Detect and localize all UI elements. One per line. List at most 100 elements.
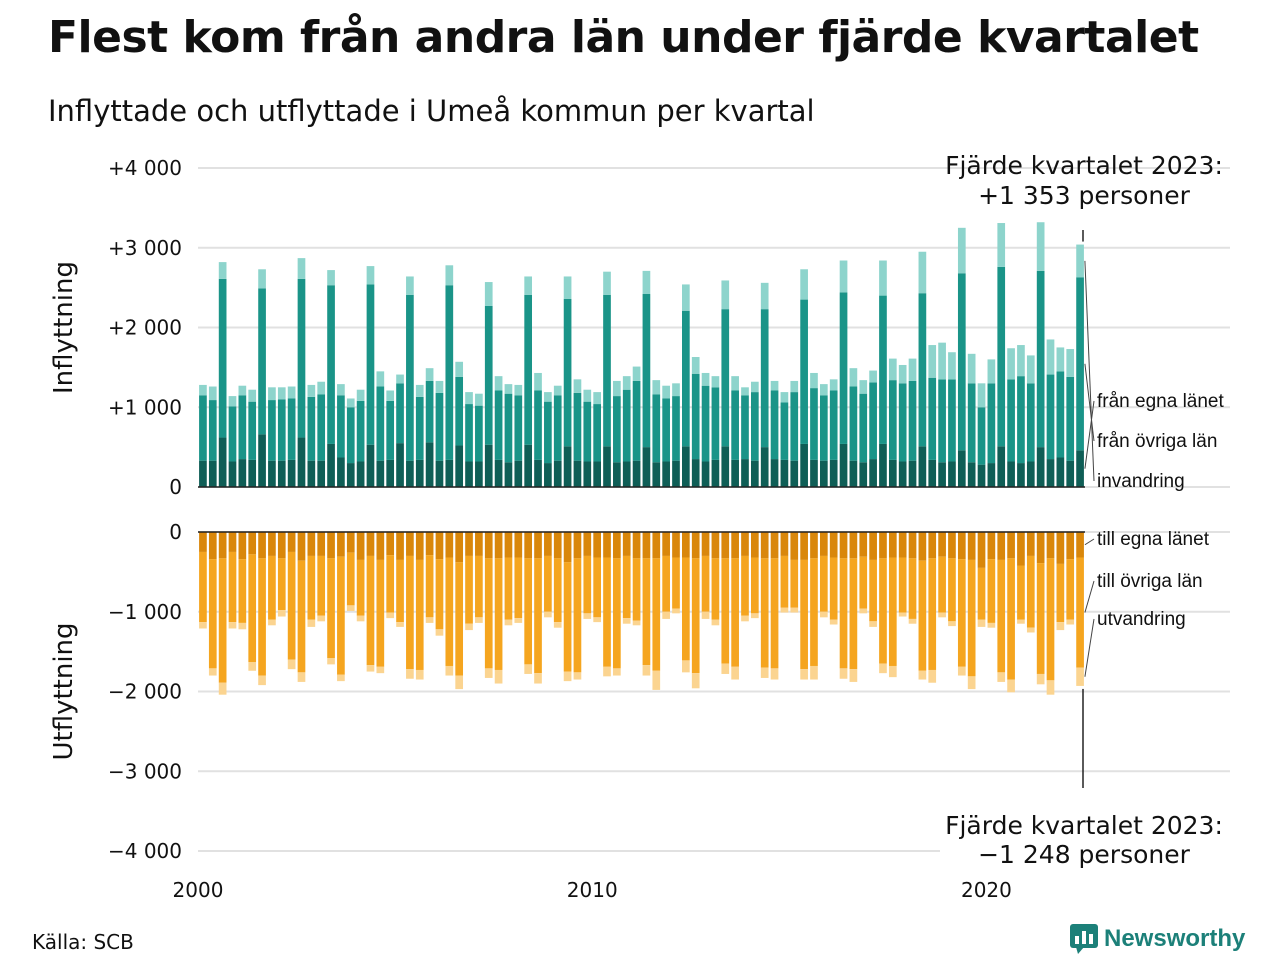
bar-segment bbox=[317, 615, 326, 622]
bar-segment bbox=[484, 532, 493, 559]
bar-segment bbox=[553, 532, 562, 559]
chart-title: Flest kom från andra län under fjärde kv… bbox=[48, 12, 1199, 63]
bar-segment bbox=[277, 610, 286, 617]
bar-segment bbox=[997, 223, 1006, 267]
legend: från egna länet från övriga län invandring… bbox=[1084, 260, 1224, 677]
bar-segment bbox=[839, 668, 848, 679]
bar-segment bbox=[810, 532, 818, 559]
bar-segment bbox=[780, 459, 789, 487]
bar-segment bbox=[1056, 371, 1065, 458]
bar-segment bbox=[662, 398, 670, 462]
bar-segment bbox=[760, 667, 769, 678]
bar-segment bbox=[583, 555, 592, 614]
y-tick-label: −3 000 bbox=[108, 759, 182, 783]
bar-segment bbox=[366, 266, 375, 285]
bar-segment bbox=[287, 386, 296, 399]
bar-segment bbox=[839, 558, 848, 669]
bar-segment bbox=[1076, 532, 1084, 558]
bar-segment bbox=[938, 556, 946, 613]
bar-segment bbox=[1036, 673, 1045, 685]
bar-segment bbox=[307, 396, 316, 461]
bar-segment bbox=[1036, 447, 1045, 487]
legend-leader-line bbox=[1084, 618, 1095, 677]
bar-segment bbox=[287, 398, 296, 460]
bar-segment bbox=[691, 558, 700, 674]
bar-segment bbox=[839, 532, 848, 559]
bar-segment bbox=[613, 396, 621, 463]
bar-segment bbox=[672, 608, 680, 614]
bar-segment bbox=[228, 461, 237, 487]
bar-segment bbox=[977, 619, 986, 627]
bar-segment bbox=[750, 613, 759, 619]
bar-segment bbox=[208, 532, 217, 560]
bar-segment bbox=[524, 558, 533, 665]
bar-segment bbox=[425, 368, 434, 381]
bar-segment bbox=[337, 384, 345, 396]
bar-segment bbox=[366, 555, 375, 666]
bar-segment bbox=[435, 392, 444, 461]
bar-segment bbox=[415, 559, 424, 670]
bar-segment bbox=[613, 558, 621, 669]
bar-segment bbox=[484, 558, 493, 669]
bar-segment bbox=[514, 460, 523, 487]
bar-segment bbox=[642, 558, 651, 666]
y-tick-label: 0 bbox=[169, 520, 182, 544]
bar-segment bbox=[938, 342, 946, 380]
bar-segment bbox=[297, 560, 306, 673]
bar-segment bbox=[810, 388, 818, 460]
x-tick-label: 2010 bbox=[567, 878, 618, 902]
bar-segment bbox=[425, 380, 434, 443]
bar-segment bbox=[563, 276, 572, 299]
bar-segment bbox=[534, 558, 542, 674]
bar-segment bbox=[396, 383, 404, 444]
bar-segment bbox=[327, 532, 335, 559]
bar-segment bbox=[957, 559, 966, 667]
bar-segment bbox=[977, 407, 986, 465]
bar-segment bbox=[622, 376, 631, 390]
bar-segment bbox=[750, 557, 759, 614]
bar-segment bbox=[780, 555, 789, 608]
bar-segment bbox=[1076, 450, 1084, 487]
bar-segment bbox=[327, 658, 335, 665]
bar-segment bbox=[297, 672, 306, 682]
bar-segment bbox=[534, 390, 542, 460]
annotations: Fjärde kvartalet 2023:+1 353 personerFjä… bbox=[940, 151, 1230, 870]
bar-segment bbox=[957, 666, 966, 676]
bar-segment bbox=[760, 282, 769, 310]
bar-segment bbox=[810, 665, 818, 680]
bar-segment bbox=[859, 393, 868, 463]
bar-segment bbox=[1026, 355, 1035, 384]
bar-segment bbox=[1066, 619, 1075, 625]
bar-segment bbox=[731, 558, 739, 667]
bar-segment bbox=[406, 555, 414, 670]
bar-segment bbox=[603, 532, 611, 558]
y-tick-label: −2 000 bbox=[108, 680, 182, 704]
bar-segment bbox=[1046, 374, 1055, 460]
bar-segment bbox=[819, 460, 828, 487]
bar-segment bbox=[1056, 457, 1065, 487]
bar-segment bbox=[199, 622, 207, 629]
bar-segment bbox=[741, 459, 749, 487]
bar-segment bbox=[396, 559, 404, 623]
bar-segment bbox=[1066, 532, 1075, 560]
bar-segment bbox=[465, 555, 473, 624]
bar-segment bbox=[406, 532, 414, 556]
bar-segment bbox=[967, 353, 976, 384]
bar-segment bbox=[859, 608, 868, 614]
bar-segment bbox=[908, 558, 917, 619]
bar-segment bbox=[297, 258, 306, 279]
bar-segment bbox=[406, 460, 414, 487]
bar-segment bbox=[701, 385, 710, 462]
bar-segment bbox=[238, 395, 247, 460]
bar-segment bbox=[829, 557, 838, 620]
legend-leader-line bbox=[1084, 400, 1095, 469]
bar-segment bbox=[672, 532, 680, 558]
bar-segment bbox=[376, 559, 385, 667]
bar-segment bbox=[652, 380, 661, 395]
bar-segment bbox=[691, 532, 700, 559]
bar-segment bbox=[691, 357, 700, 374]
newsworthy-logo[interactable]: Newsworthy bbox=[1070, 924, 1245, 954]
y-tick-label: +2 000 bbox=[108, 316, 182, 340]
bar-segment bbox=[208, 460, 217, 487]
bar-segment bbox=[908, 532, 917, 559]
